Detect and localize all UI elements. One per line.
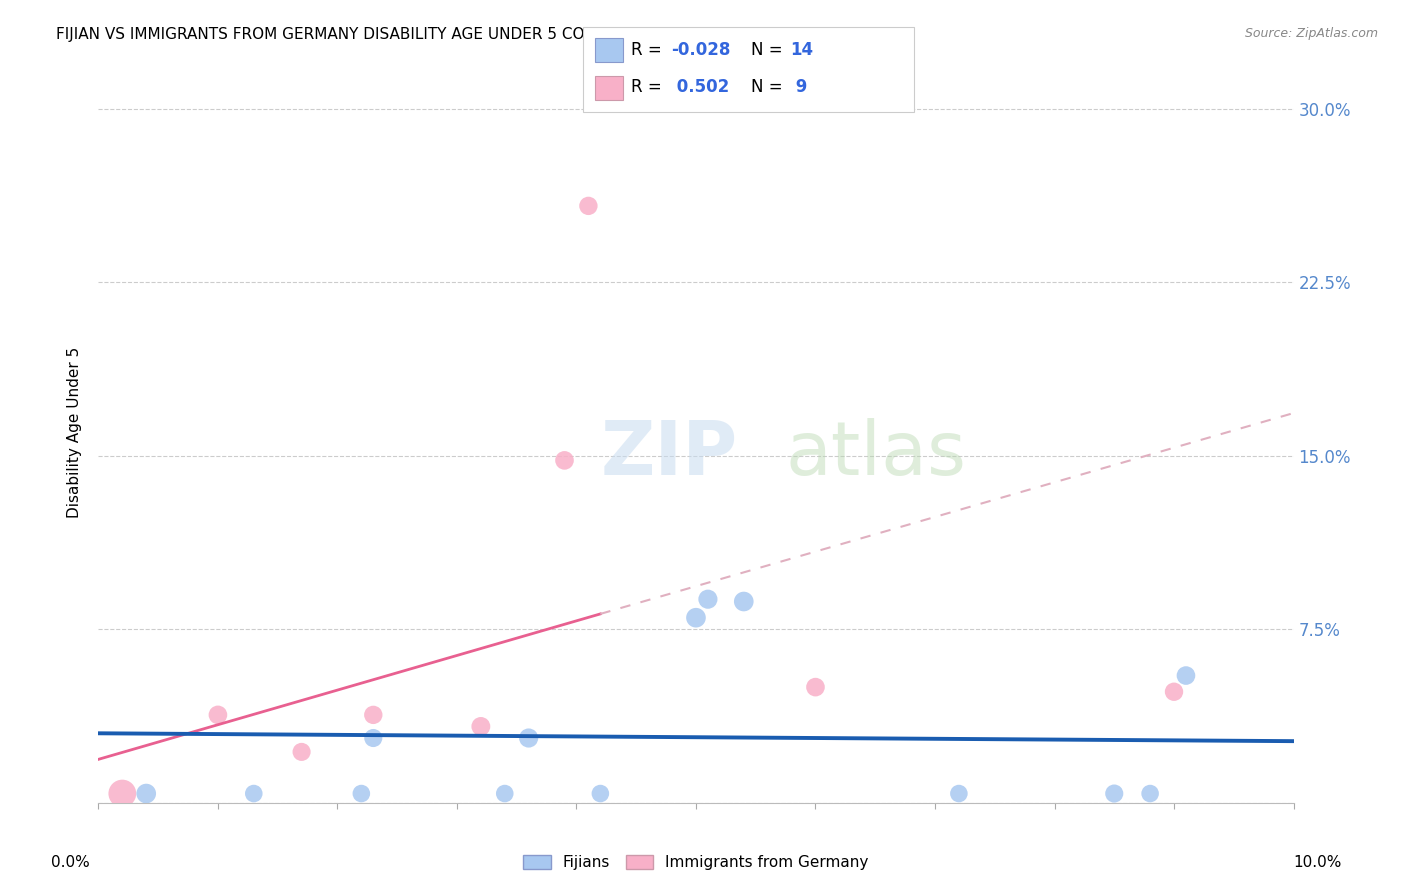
Text: atlas: atlas — [786, 418, 966, 491]
Text: -0.028: -0.028 — [671, 41, 730, 59]
Text: 0.502: 0.502 — [671, 78, 728, 96]
Text: R =: R = — [631, 78, 668, 96]
Point — [350, 787, 373, 801]
Point — [111, 787, 134, 801]
Text: 10.0%: 10.0% — [1294, 855, 1341, 870]
Point — [243, 787, 266, 801]
Point — [363, 707, 385, 722]
Point — [494, 787, 516, 801]
Point — [135, 787, 157, 801]
Point — [685, 610, 707, 624]
Text: R =: R = — [631, 41, 668, 59]
Text: 0.0%: 0.0% — [51, 855, 90, 870]
Point — [804, 680, 827, 694]
Point — [1139, 787, 1161, 801]
Y-axis label: Disability Age Under 5: Disability Age Under 5 — [67, 347, 83, 518]
Point — [697, 592, 720, 607]
Point — [589, 787, 612, 801]
Text: FIJIAN VS IMMIGRANTS FROM GERMANY DISABILITY AGE UNDER 5 CORRELATION CHART: FIJIAN VS IMMIGRANTS FROM GERMANY DISABI… — [56, 27, 727, 42]
Text: N =: N = — [751, 41, 787, 59]
Point — [578, 199, 600, 213]
Point — [1104, 787, 1126, 801]
Text: N =: N = — [751, 78, 787, 96]
Point — [1175, 668, 1198, 682]
Text: ZIP: ZIP — [600, 418, 738, 491]
Point — [554, 453, 576, 467]
Point — [470, 719, 492, 733]
Text: Source: ZipAtlas.com: Source: ZipAtlas.com — [1244, 27, 1378, 40]
Text: 14: 14 — [790, 41, 813, 59]
Point — [733, 594, 755, 608]
Point — [1163, 685, 1185, 699]
Text: 9: 9 — [790, 78, 807, 96]
Legend: Fijians, Immigrants from Germany: Fijians, Immigrants from Germany — [517, 849, 875, 877]
Point — [363, 731, 385, 745]
Point — [517, 731, 540, 745]
Point — [291, 745, 314, 759]
Point — [948, 787, 970, 801]
Point — [207, 707, 229, 722]
